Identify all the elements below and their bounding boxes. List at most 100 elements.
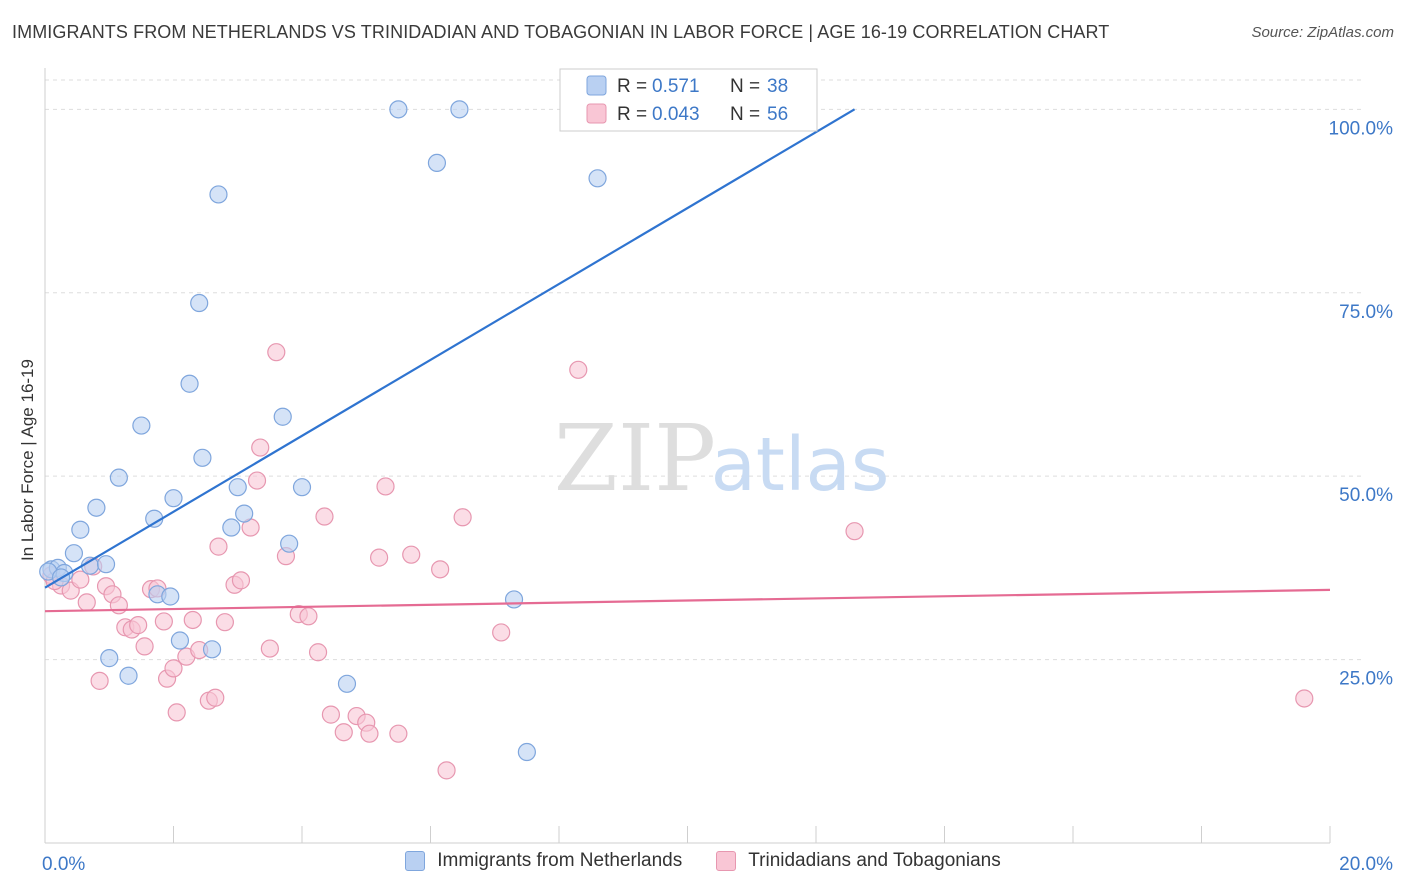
trinidadians-point-25 (209, 537, 228, 556)
trinidadians-point-37 (308, 643, 328, 662)
trinidadians-point-52 (569, 360, 588, 379)
legend-r-label-1: R = (617, 76, 647, 97)
netherlands-point-10 (119, 666, 138, 685)
legend-n-label-1: N = (730, 76, 760, 97)
y-axis-label: In Labor Force | Age 16-19 (18, 359, 37, 561)
y-axis-label-group: In Labor Force | Age 16-19 (18, 359, 37, 561)
netherlands-point-17 (180, 374, 199, 393)
netherlands-point-6 (87, 498, 106, 517)
netherlands-point-3 (64, 544, 84, 563)
legend-label-trinidadians: Trinidadians and Tobagonians (748, 850, 1001, 871)
trinidadians-point-13 (135, 637, 154, 656)
correlation-legend: R = 0.571 N = 38 R = 0.043 N = 56 (559, 68, 818, 132)
legend-label-netherlands: Immigrants from Netherlands (437, 850, 683, 871)
netherlands-point-20 (202, 640, 222, 659)
x-tick-labels: 0.0% 20.0% (42, 854, 1393, 875)
trinidadians-point-53 (845, 522, 864, 541)
trinidadians-point-6 (90, 671, 109, 690)
y-tick-label-3: 100.0% (1329, 118, 1394, 139)
netherlands-point-19 (193, 448, 212, 467)
legend-n-label-2: N = (730, 104, 760, 125)
series-legend: Immigrants from Netherlands Trinidadians… (0, 850, 1406, 872)
trinidadians-point-21 (183, 610, 202, 630)
trinidadians-point-36 (299, 607, 318, 626)
legend-swatch-netherlands (405, 851, 426, 871)
trend-line-trinidadians (44, 588, 1331, 613)
trinidadians-point-40 (334, 723, 353, 742)
legend-n-value-1: 38 (767, 76, 788, 97)
netherlands-point-8 (100, 649, 119, 668)
netherlands-point-30 (427, 153, 447, 173)
trinidadians-point-49 (437, 761, 456, 780)
legend-swatch-pink (586, 103, 607, 124)
netherlands-point-27 (292, 478, 312, 497)
trinidadians-point-18 (164, 659, 183, 678)
trinidadians-point-19 (167, 703, 186, 722)
trinidadians-point-31 (251, 438, 270, 457)
netherlands-point-22 (222, 518, 241, 537)
watermark-zip: ZIP (554, 405, 716, 512)
trinidadians-point-26 (215, 613, 234, 632)
watermark-atlas: atlas (711, 422, 890, 508)
trinidadians-point-32 (260, 639, 279, 658)
netherlands-point-23 (228, 478, 247, 497)
trinidadians-point-44 (370, 548, 389, 567)
netherlands-point-14 (161, 587, 180, 606)
netherlands-point-29 (389, 100, 408, 119)
trinidadians-point-30 (247, 471, 267, 490)
trinidadians-point-3 (71, 570, 90, 589)
x-tick-label-0: 0.0% (42, 854, 85, 875)
netherlands-point-4 (71, 520, 90, 539)
y-tick-label-2: 75.0% (1339, 302, 1393, 323)
series-netherlands-points (39, 100, 742, 762)
trinidadians-point-54 (1295, 689, 1314, 708)
netherlands-point-25 (273, 407, 292, 426)
chart-title: IMMIGRANTS FROM NETHERLANDS VS TRINIDADI… (12, 22, 1110, 42)
netherlands-point-33 (517, 742, 536, 762)
trinidadians-point-51 (492, 623, 511, 642)
legend-item-netherlands: Immigrants from Netherlands (405, 850, 682, 872)
netherlands-point-21 (209, 185, 228, 204)
netherlands-point-18 (190, 293, 209, 313)
trinidadians-point-39 (321, 705, 341, 724)
netherlands-point-26 (280, 534, 299, 553)
trinidadians-point-48 (431, 560, 450, 579)
trinidadians-point-43 (360, 724, 379, 743)
trinidadians-point-24 (206, 688, 225, 707)
netherlands-point-7 (96, 555, 116, 574)
trinidadians-point-9 (109, 596, 128, 615)
legend-r-value-2: 0.043 (652, 104, 700, 125)
trinidadians-point-4 (77, 593, 96, 612)
trinidadians-point-38 (315, 507, 334, 526)
trend-line-netherlands (44, 108, 856, 589)
grid-lines (45, 79, 1365, 661)
legend-swatch-blue (586, 75, 607, 96)
netherlands-point-32 (504, 590, 524, 609)
y-tick-label-1: 50.0% (1339, 485, 1393, 506)
trinidadians-point-45 (376, 477, 395, 496)
netherlands-point-34 (588, 169, 607, 188)
trinidadians-point-33 (267, 343, 286, 362)
trend-lines (44, 108, 1331, 613)
legend-swatch-trinidadians (716, 851, 737, 871)
legend-n-value-2: 56 (767, 104, 788, 125)
netherlands-point-11 (132, 416, 151, 435)
netherlands-point-16 (170, 631, 190, 650)
trinidadians-point-28 (231, 571, 251, 590)
netherlands-point-24 (235, 504, 254, 523)
netherlands-point-28 (337, 674, 357, 693)
netherlands-point-31 (450, 100, 469, 119)
watermark: ZIP atlas (554, 405, 890, 512)
trinidadians-point-47 (402, 545, 421, 564)
legend-r-label-2: R = (617, 104, 647, 125)
axes (44, 68, 1331, 844)
trinidadians-point-16 (154, 612, 173, 631)
netherlands-point-15 (164, 489, 183, 508)
trinidadians-point-50 (453, 508, 472, 527)
netherlands-point-9 (109, 468, 128, 487)
legend-r-value-1: 0.571 (652, 76, 700, 97)
x-tick-label-1: 20.0% (1339, 854, 1393, 875)
source-credit: Source: ZipAtlas.com (1251, 24, 1394, 41)
y-tick-label-0: 25.0% (1339, 669, 1393, 690)
